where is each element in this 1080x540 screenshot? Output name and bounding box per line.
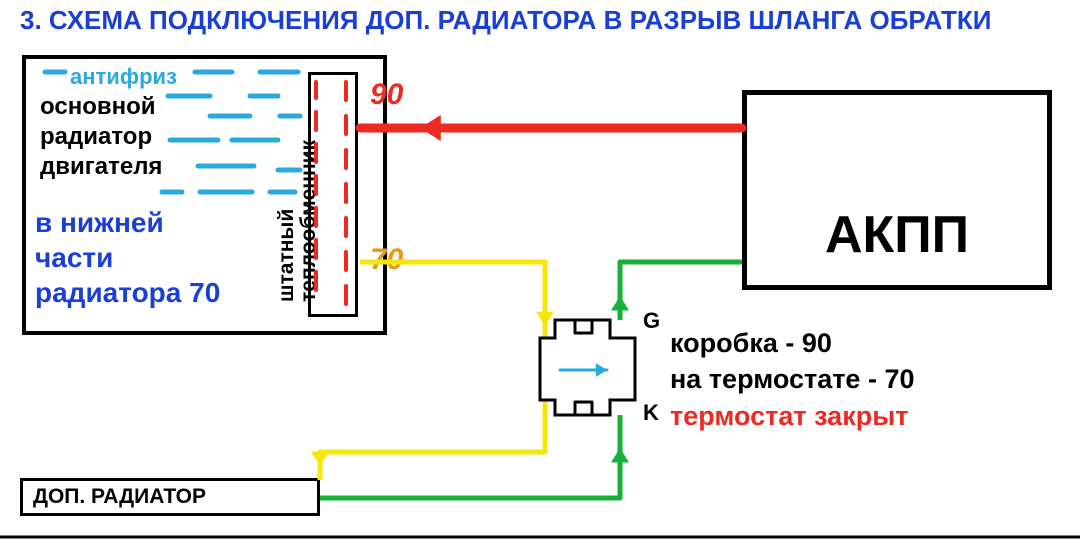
extra-radiator-box: ДОП. РАДИАТОР — [20, 478, 320, 516]
temp-90: 90 — [370, 78, 403, 112]
extra-radiator-label: ДОП. РАДИАТОР — [33, 485, 206, 509]
lower-radiator-text: в нижнейчастирадиатора 70 — [35, 205, 220, 310]
info-line-1: коробка - 90 — [670, 325, 914, 361]
diagram-title: 3. СХЕМА ПОДКЛЮЧЕНИЯ ДОП. РАДИАТОРА В РА… — [20, 5, 1070, 36]
radiator-text: основнойрадиатордвигателя — [40, 92, 162, 182]
thermostat-g-label: G — [643, 308, 660, 334]
temp-70: 70 — [370, 243, 403, 277]
antifreeze-label: антифриз — [70, 64, 177, 90]
info-text: коробка - 90 на термостате - 70 термоста… — [670, 325, 914, 434]
temp-6: 6 — [572, 338, 586, 369]
thermostat-k-label: K — [643, 400, 659, 426]
info-line-2: на термостате - 70 — [670, 361, 914, 397]
akpp-box: АКПП — [742, 90, 1052, 290]
heat-exchanger-label: штатныйтеплообменник — [276, 140, 320, 302]
akpp-label: АКПП — [825, 205, 969, 265]
info-line-3: термостат закрыт — [670, 398, 914, 434]
